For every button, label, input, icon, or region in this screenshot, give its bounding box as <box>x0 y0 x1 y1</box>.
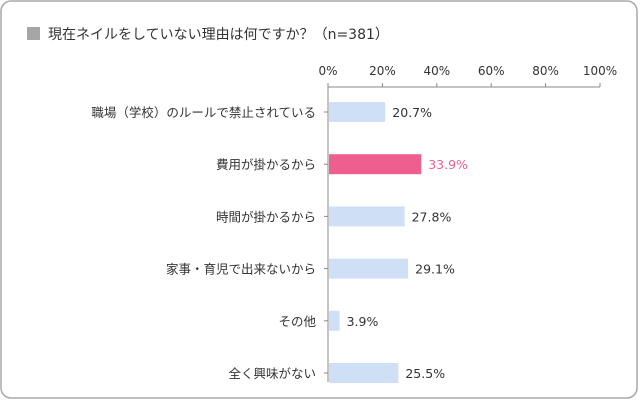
bar <box>329 363 399 383</box>
x-tick-label: 40% <box>423 64 450 78</box>
x-tick-label: 60% <box>478 64 505 78</box>
category-label: 職場（学校）のルールで禁止されている <box>91 105 316 120</box>
bar <box>329 258 409 279</box>
category-label: 費用が掛かるから <box>216 157 316 172</box>
x-axis: 0% 20% 40% 60% 80% 100% <box>318 64 617 382</box>
bar <box>329 206 405 227</box>
bars: 職場（学校）のルールで禁止されている 20.7% 費用が掛かるから 33.9% 時間が掛… <box>91 102 468 383</box>
value-label: 3.9% <box>347 314 379 329</box>
title-square-icon <box>27 27 40 40</box>
bar <box>329 102 386 122</box>
value-label: 20.7% <box>392 105 432 120</box>
category-label: 全く興味がない <box>228 366 316 381</box>
category-label: 家事・育児で出来ないから <box>166 262 316 277</box>
bar <box>329 310 340 331</box>
category-label: その他 <box>278 314 316 329</box>
value-label: 33.9% <box>428 157 468 172</box>
x-tick-label: 20% <box>369 64 396 78</box>
value-label: 29.1% <box>415 262 455 277</box>
x-tick-label: 80% <box>532 64 559 78</box>
category-label: 時間が掛かるから <box>216 209 316 224</box>
bar <box>329 154 422 175</box>
x-tick-label: 100% <box>583 64 617 78</box>
value-label: 25.5% <box>405 366 445 381</box>
value-label: 27.8% <box>412 209 452 224</box>
chart-title: 現在ネイルをしていない理由は何ですか？（n=381） <box>48 27 389 43</box>
x-tick-label: 0% <box>318 64 337 78</box>
